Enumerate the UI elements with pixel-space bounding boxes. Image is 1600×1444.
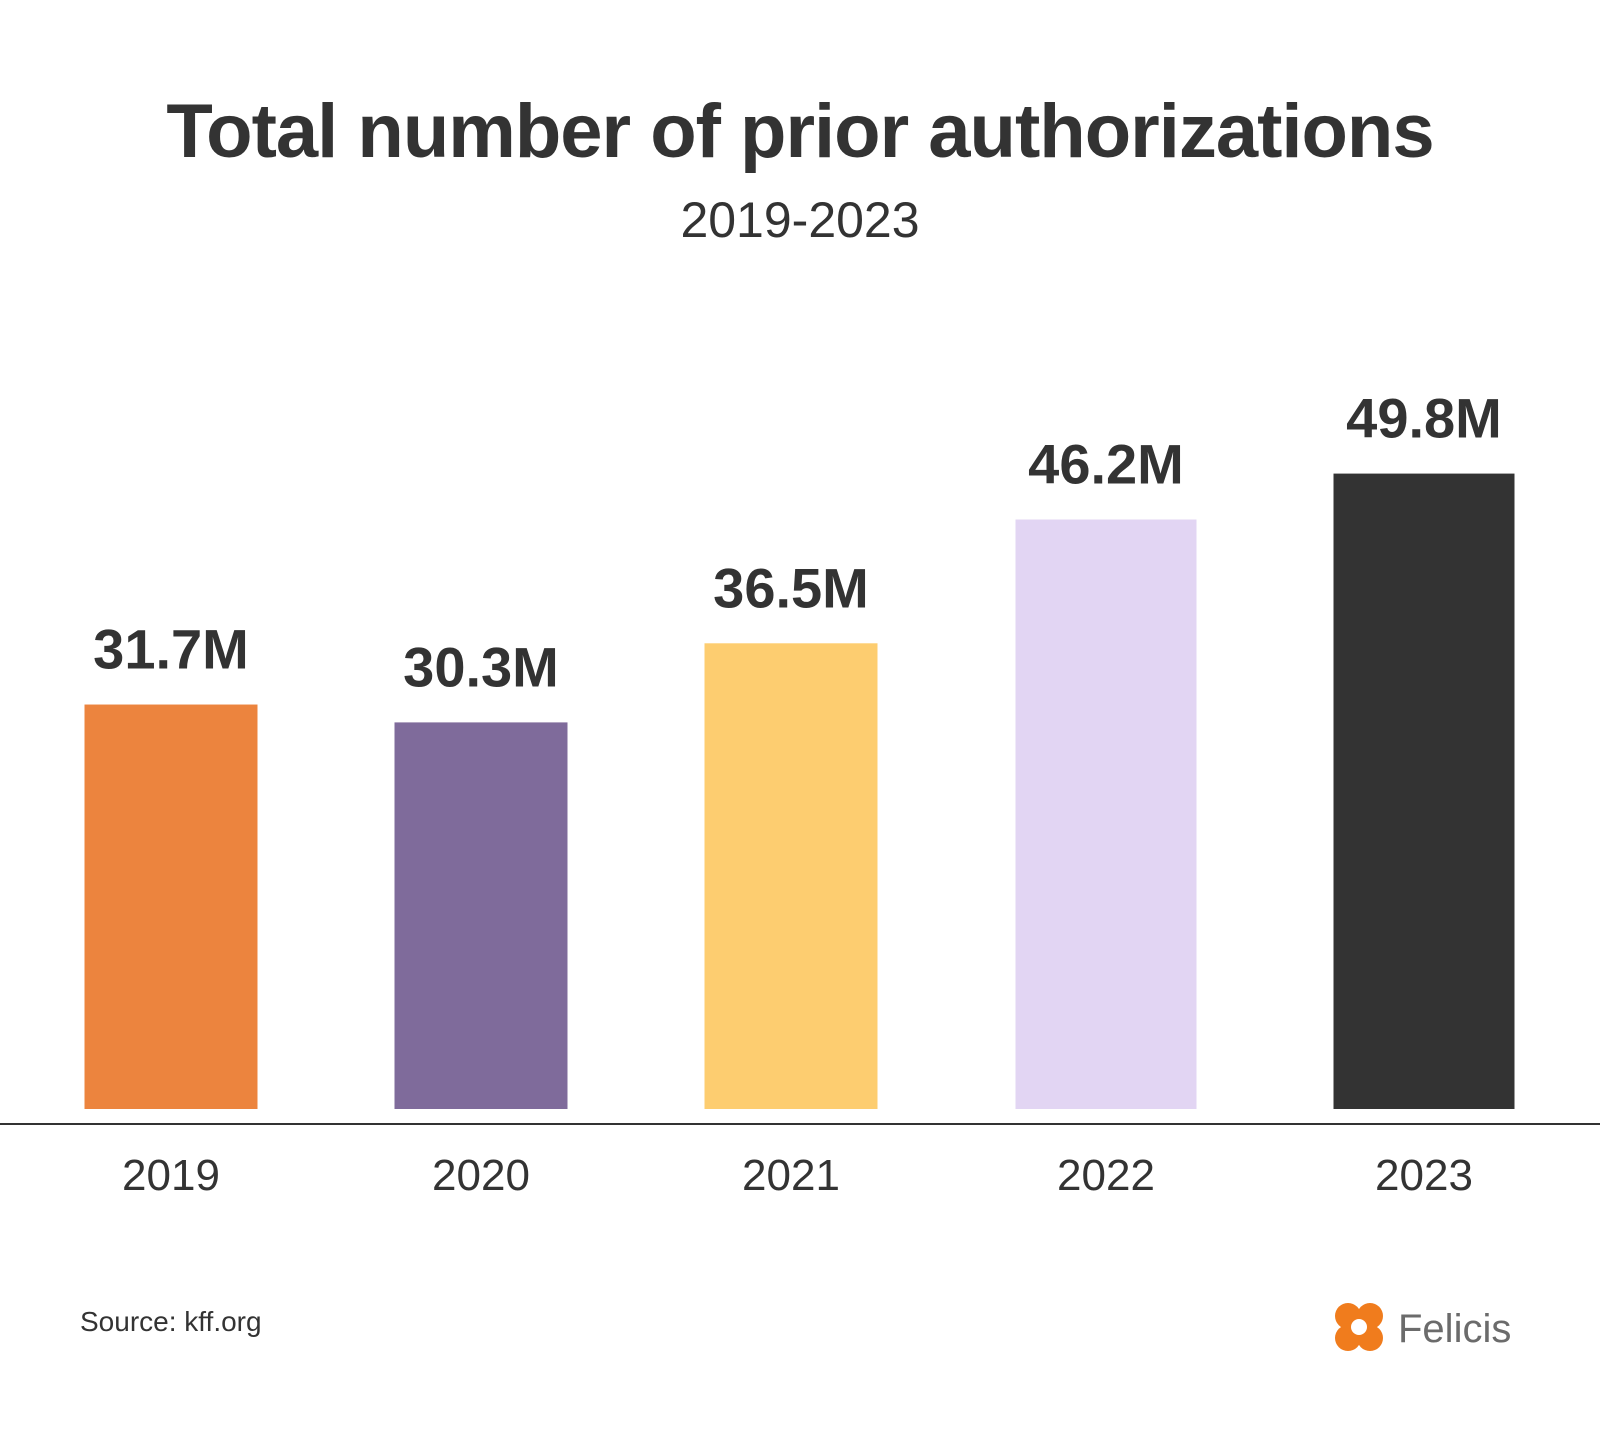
x-tick-label-2021: 2021	[742, 1151, 840, 1200]
x-tick-label-2023: 2023	[1375, 1151, 1473, 1200]
value-label-2020: 30.3M	[403, 635, 559, 698]
bar-2022	[1015, 519, 1197, 1109]
brand-name: Felicis	[1398, 1307, 1511, 1351]
source-note: Source: kff.org	[80, 1306, 262, 1337]
chart-subtitle: 2019-2023	[680, 192, 919, 248]
bar-2019	[84, 704, 258, 1109]
value-label-2023: 49.8M	[1346, 387, 1502, 450]
x-tick-label-2020: 2020	[432, 1151, 530, 1200]
brand-logo: Felicis	[1335, 1303, 1511, 1351]
bar-2023	[1333, 473, 1515, 1110]
bar-2020	[394, 722, 568, 1109]
value-label-2019: 31.7M	[93, 618, 249, 681]
bar-2021	[704, 643, 878, 1109]
value-labels-group: 31.7M 30.3M 36.5M 46.2M 49.8M	[93, 387, 1502, 699]
value-label-2022: 46.2M	[1028, 433, 1184, 496]
chart-title: Total number of prior authorizations	[166, 89, 1433, 174]
value-label-2021: 36.5M	[713, 556, 869, 619]
x-tick-label-2019: 2019	[122, 1151, 220, 1200]
clover-icon	[1335, 1303, 1383, 1351]
x-tick-labels-group: 2019 2020 2021 2022 2023	[122, 1151, 1473, 1200]
bars-group	[84, 473, 1515, 1110]
x-tick-label-2022: 2022	[1057, 1151, 1155, 1200]
